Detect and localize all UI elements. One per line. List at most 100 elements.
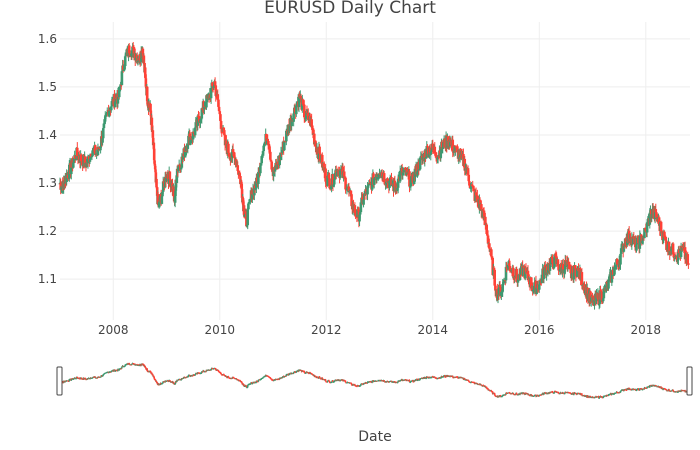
candle-body xyxy=(212,368,215,370)
candle-body xyxy=(104,114,108,117)
candle-body xyxy=(89,378,91,380)
candle-body xyxy=(559,393,561,395)
candle-body xyxy=(142,55,146,64)
range-slider-right-handle[interactable] xyxy=(686,366,693,396)
candle-body xyxy=(255,177,259,182)
candle-body xyxy=(217,370,220,372)
candle-body xyxy=(349,190,353,195)
candle-body xyxy=(661,231,664,240)
candle-body xyxy=(101,375,104,377)
candle-body xyxy=(260,378,262,380)
candle-body xyxy=(144,74,147,79)
candle-body xyxy=(515,268,518,278)
candle-body xyxy=(467,379,469,381)
candle-body xyxy=(441,147,445,150)
candle-body xyxy=(659,221,663,234)
candle-body xyxy=(150,117,154,126)
candle-body xyxy=(167,380,169,382)
candle-body xyxy=(216,369,219,371)
candle-body xyxy=(213,81,217,86)
candle-body xyxy=(236,379,239,381)
candle-body xyxy=(222,374,225,376)
candle-body xyxy=(501,396,503,398)
candle-body xyxy=(168,171,172,180)
candle-body xyxy=(90,155,94,158)
candle-body xyxy=(156,194,160,204)
candle-body xyxy=(549,392,552,394)
candle-body xyxy=(219,120,223,129)
candle-body xyxy=(372,178,376,185)
candle-body xyxy=(522,266,525,277)
candle-body xyxy=(635,238,639,245)
candle-body xyxy=(161,382,164,384)
candle-body xyxy=(429,152,433,155)
candle-body xyxy=(102,123,106,129)
candle-body xyxy=(239,380,242,382)
candle-body xyxy=(277,161,280,165)
candle-body xyxy=(426,146,430,157)
candle-body xyxy=(654,209,658,213)
candle-body xyxy=(123,365,126,367)
candle-body xyxy=(620,244,624,249)
candle-body xyxy=(411,174,415,183)
candle-body xyxy=(67,380,70,382)
candle-body xyxy=(406,169,409,173)
range-slider[interactable] xyxy=(56,352,693,408)
candle-body xyxy=(562,392,565,394)
candle-body xyxy=(302,370,304,372)
candle-body xyxy=(622,243,626,252)
candle-body xyxy=(246,209,250,226)
candle-body xyxy=(516,279,520,283)
candle-body xyxy=(332,381,335,383)
range-slider-left-handle[interactable] xyxy=(56,366,63,396)
candle-body xyxy=(270,378,273,380)
candle-body xyxy=(202,101,206,110)
candle-body xyxy=(295,105,298,115)
candle-body xyxy=(346,187,349,189)
candle-body xyxy=(677,249,681,254)
candle-body xyxy=(240,189,244,198)
candle-body xyxy=(441,376,444,378)
candle-body xyxy=(237,170,240,175)
candle-body xyxy=(311,128,315,135)
candle-body xyxy=(231,149,235,153)
candle-body xyxy=(485,387,488,389)
candle-body xyxy=(117,86,121,98)
candle-body xyxy=(96,377,99,379)
candle-body xyxy=(181,155,185,160)
candle-body xyxy=(504,266,508,281)
chart-title: EURUSD Daily Chart xyxy=(264,0,436,18)
candle-body xyxy=(679,245,683,258)
candle-body xyxy=(502,282,505,285)
candle-body xyxy=(187,135,190,146)
candle-body xyxy=(328,188,332,190)
candle-body xyxy=(467,380,470,382)
candle-body xyxy=(76,376,79,379)
candle-body xyxy=(496,292,500,300)
candle-body xyxy=(75,378,77,380)
candle-body xyxy=(533,395,535,397)
candle-body xyxy=(671,243,675,254)
candle-body xyxy=(589,396,592,398)
range-slider-background xyxy=(60,352,690,408)
candle-body xyxy=(189,136,193,140)
candle-body xyxy=(321,377,324,380)
candle-body xyxy=(641,388,643,390)
candle-body xyxy=(433,376,436,378)
candle-body xyxy=(490,256,494,258)
x-axis: 2008 2010 2012 2014 2016 2018 xyxy=(98,323,661,337)
candle-body xyxy=(253,185,256,196)
candle-body xyxy=(194,374,196,376)
candle-body xyxy=(214,85,218,96)
candle-body xyxy=(244,211,248,215)
candle-body xyxy=(613,393,615,395)
candle-body xyxy=(570,273,574,279)
candle-body xyxy=(471,185,475,187)
candle-body xyxy=(649,210,653,218)
candle-body xyxy=(218,111,222,115)
candle-body xyxy=(358,212,362,215)
candle-body xyxy=(68,379,71,382)
candle-body xyxy=(463,158,467,171)
candle-body xyxy=(504,279,507,282)
candle-body xyxy=(99,145,102,148)
